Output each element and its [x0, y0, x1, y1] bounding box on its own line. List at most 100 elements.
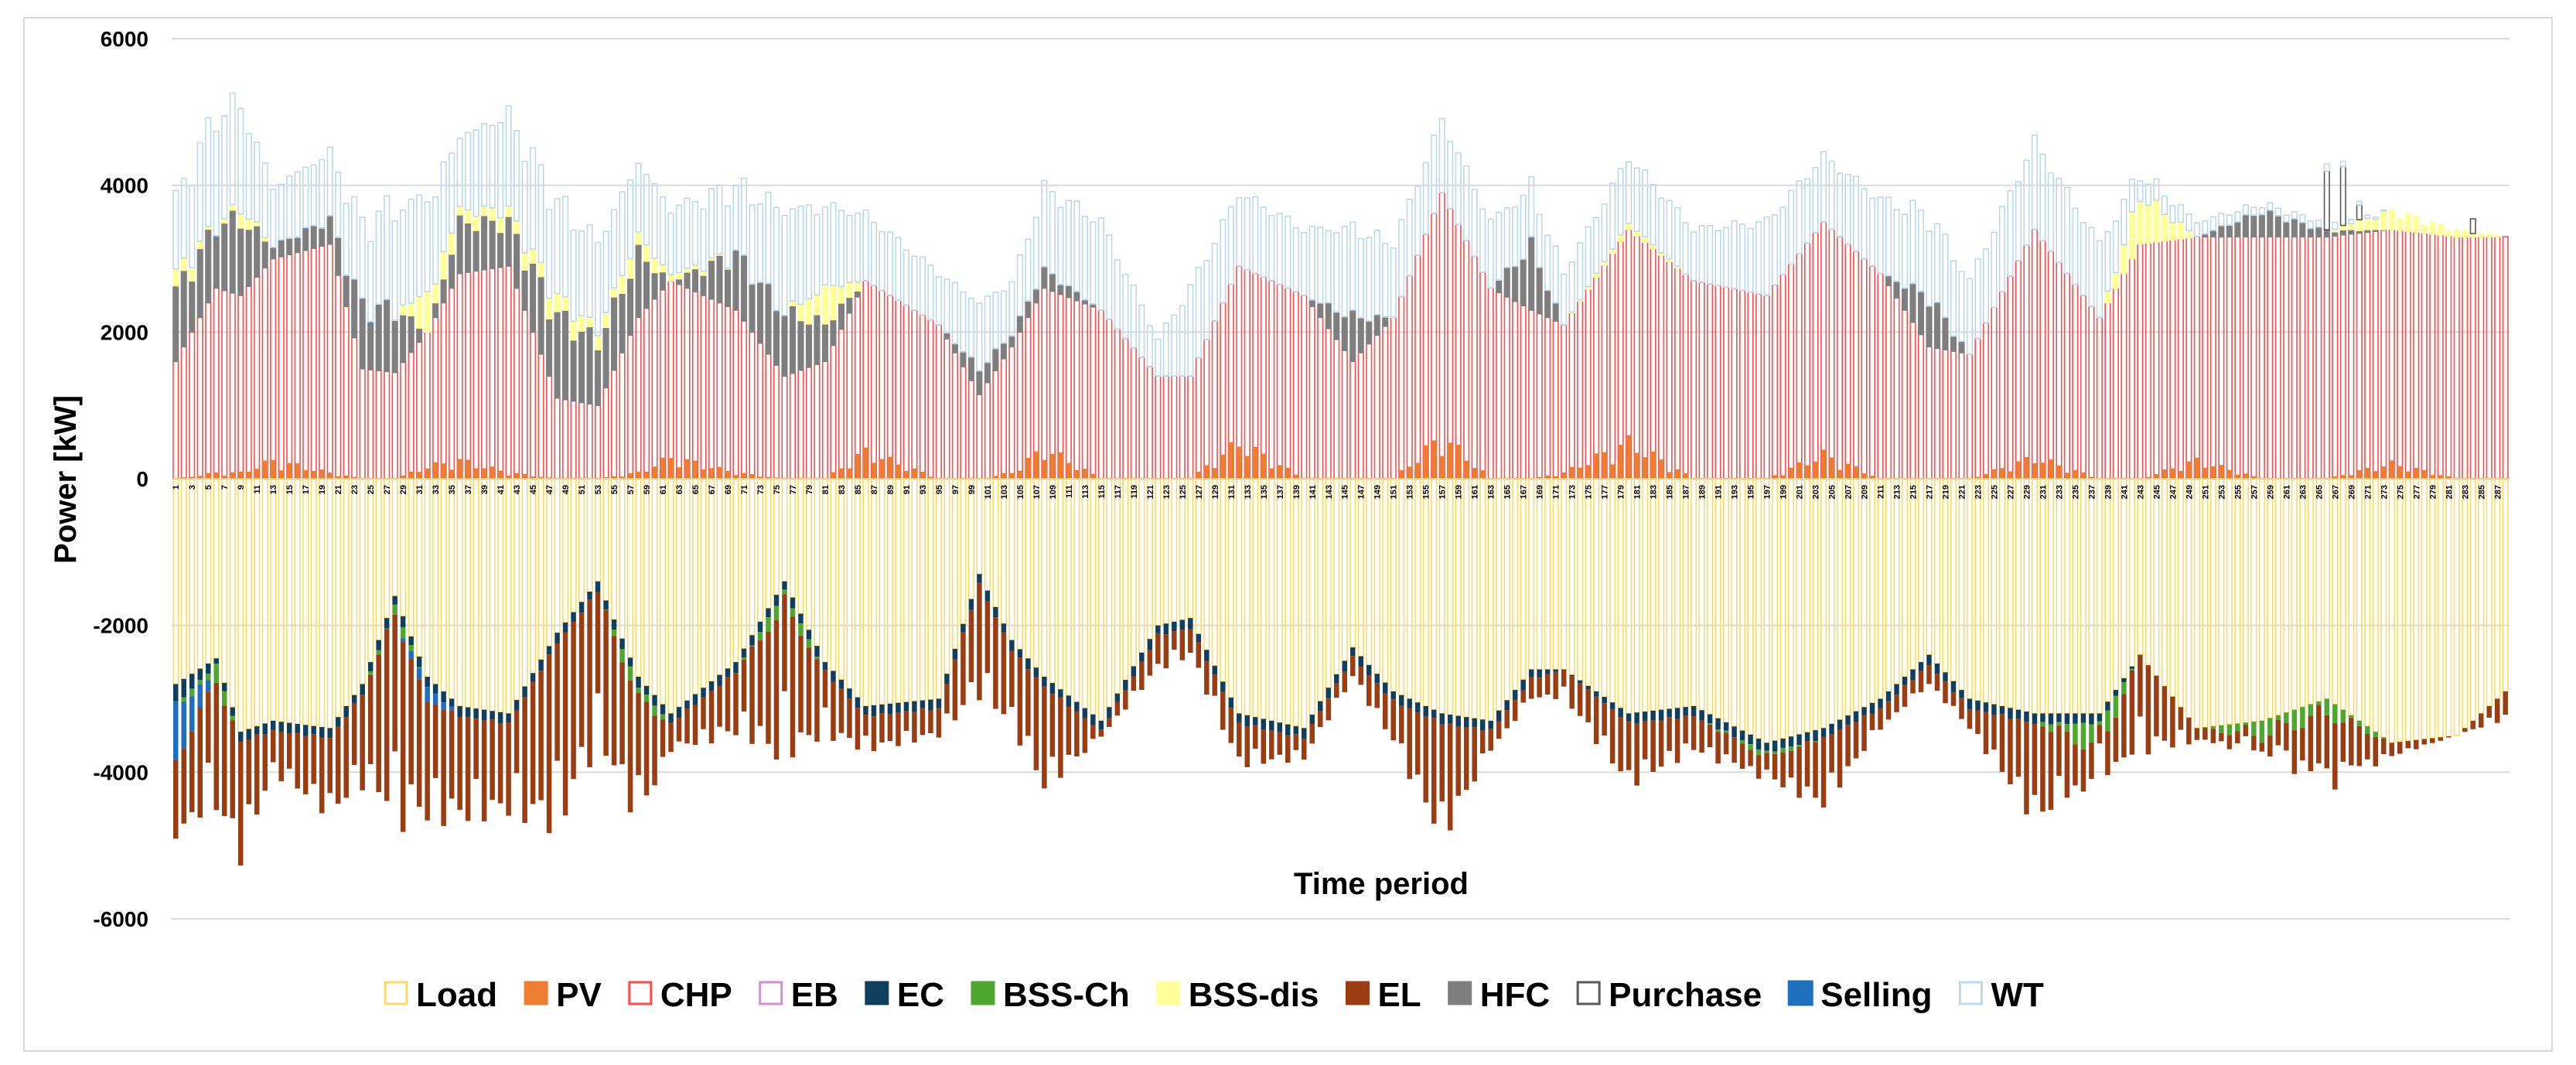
bar-el [1837, 729, 1843, 788]
bar-wt [691, 200, 699, 266]
bar-pv [1261, 453, 1267, 479]
bar-wt [749, 204, 756, 285]
bar-wt [2299, 213, 2306, 224]
legend-label: EB [791, 976, 838, 1014]
bar-bss-dis [830, 285, 837, 321]
bar-load [343, 478, 350, 707]
bar-chp [1585, 288, 1592, 480]
bar-ec [1114, 693, 1121, 702]
bar-ec [1414, 702, 1421, 712]
x-tick-label: 19 [318, 485, 327, 494]
bar-ec [432, 684, 438, 694]
bar-pv [1577, 467, 1583, 479]
bar-chp [1772, 284, 1779, 480]
bar-bss-dis [2388, 209, 2395, 230]
bar-wt [2121, 199, 2127, 246]
x-tick-label: 41 [496, 485, 506, 494]
bar-el [2032, 724, 2038, 795]
bar-ec [1618, 708, 1623, 718]
bar-ec [1983, 702, 1989, 712]
bar-ec [960, 623, 966, 633]
bar-ec [1772, 740, 1778, 752]
x-tick-label: 255 [2233, 485, 2243, 499]
bar-wt [294, 171, 301, 238]
bar-chp [1723, 286, 1730, 480]
bar-el [2316, 705, 2322, 763]
bar-chp [2307, 236, 2314, 480]
bar-load [1325, 478, 1332, 689]
x-tick-label: 105 [1016, 485, 1025, 499]
bar-bss-dis [180, 257, 187, 271]
time-period-255 [2234, 211, 2241, 744]
bar-chp [1512, 300, 1519, 480]
time-period-176 [1593, 217, 1600, 745]
bar-wt [302, 166, 309, 229]
bar-wt [602, 230, 609, 314]
bar-load [237, 478, 244, 732]
bar-ec [928, 699, 933, 711]
bar-chp [2153, 241, 2160, 480]
bar-pv [1861, 473, 1867, 479]
bar-chp [1714, 285, 1721, 480]
bar-el [213, 682, 219, 811]
bar-bssch [636, 688, 641, 694]
bar-selling [432, 693, 438, 705]
bar-load [189, 478, 196, 675]
bar-ec [1098, 720, 1104, 730]
time-period-119 [1130, 284, 1137, 691]
bar-el [1537, 678, 1542, 698]
bar-pv [660, 457, 666, 479]
bar-load [619, 478, 626, 640]
bar-chp [927, 319, 934, 480]
bar-el [1358, 667, 1363, 685]
bar-ec [1374, 674, 1380, 684]
bar-ec [1237, 713, 1242, 723]
bar-pv [408, 471, 414, 479]
time-period-45 [530, 147, 537, 804]
bar-bssch [376, 650, 381, 655]
bar-wt [2031, 135, 2039, 230]
bars [172, 92, 2509, 865]
bar-pv [2421, 469, 2428, 479]
bar-wt [254, 142, 261, 223]
time-period-41 [497, 121, 504, 804]
bar-selling [449, 706, 455, 711]
bar-bssch [384, 628, 390, 630]
time-period-150 [1382, 243, 1389, 729]
time-period-210 [1868, 197, 1876, 731]
bar-pv [1626, 435, 1632, 479]
time-period-177 [1601, 203, 1608, 736]
bar-ec [2097, 713, 2103, 722]
bar-wt [1479, 208, 1486, 273]
bar-wt [319, 159, 326, 229]
bar-el [1253, 725, 1258, 749]
time-period-288 [2502, 236, 2509, 715]
bar-ec [571, 612, 576, 622]
legend-swatch [1156, 981, 1181, 1005]
x-tick-label: 101 [984, 485, 993, 499]
bar-load [1032, 478, 1039, 668]
bar-wt [1803, 178, 1811, 244]
bar-pv [2251, 476, 2257, 479]
bar-load [1763, 478, 1770, 744]
bar-el [530, 681, 536, 804]
bar-wt [1861, 188, 1868, 260]
time-period-16 [294, 171, 301, 789]
bar-el [2015, 719, 2022, 777]
time-period-190 [1707, 224, 1714, 748]
bar-el [2308, 715, 2314, 772]
bar-chp [1041, 287, 1048, 480]
bar-hfc [180, 269, 187, 348]
legend-swatch [1958, 981, 1983, 1005]
bar-wt [1073, 200, 1080, 292]
bar-chp [2007, 275, 2014, 480]
bar-el [2178, 707, 2184, 730]
bar-load [319, 478, 326, 728]
bar-pv [1780, 475, 1786, 479]
bar-hfc [1025, 300, 1032, 319]
bar-pv [887, 456, 893, 479]
bar-wt [1658, 197, 1665, 254]
bar-wt [1122, 273, 1129, 340]
bar-ec [319, 727, 325, 738]
bar-pv [1001, 473, 1007, 479]
